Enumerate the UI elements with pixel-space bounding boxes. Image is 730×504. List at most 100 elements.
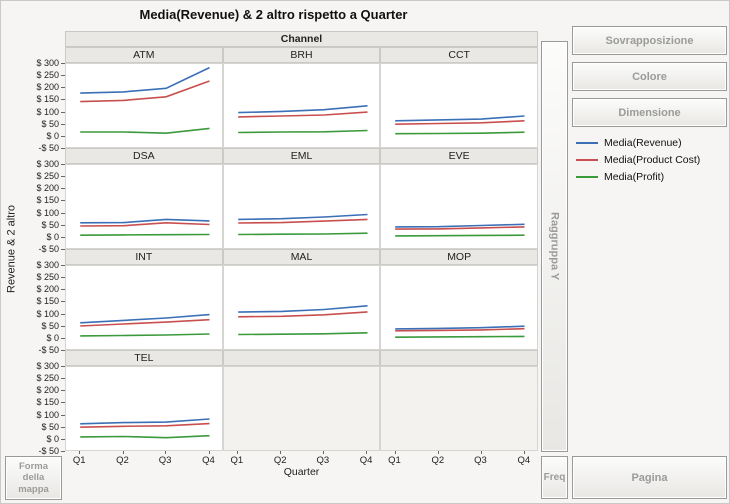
color-dropzone-button[interactable]: Colore	[572, 62, 727, 91]
x-tick-label: Q4	[202, 455, 215, 466]
overlay-dropzone-button[interactable]: Sovrapposizione	[572, 26, 727, 55]
facet-header-empty	[222, 350, 381, 366]
x-tick-label: Q1	[230, 455, 244, 466]
line-revenue	[80, 66, 210, 94]
size-dropzone-button[interactable]: Dimensione	[572, 98, 727, 127]
line-profit	[80, 127, 210, 135]
facet-plot-tel[interactable]	[65, 366, 223, 451]
x-tick-label: Q2	[116, 455, 129, 466]
line-product_cost	[80, 221, 210, 227]
facet-header-mal: MAL	[222, 249, 381, 265]
facet-header-dsa: DSA	[65, 148, 223, 164]
y-tick-mark	[61, 249, 65, 250]
group-y-dropzone[interactable]: Raggruppa Y	[541, 41, 568, 452]
legend-label: Media(Revenue)	[604, 137, 682, 149]
y-tick-label: $ 50	[41, 118, 59, 129]
facet-plot-eml[interactable]	[222, 164, 381, 249]
legend-item[interactable]: Media(Product Cost)	[576, 154, 700, 166]
y-tick-mark	[61, 402, 65, 404]
y-tick-label: $ 300	[36, 361, 59, 371]
facet-plot-eve[interactable]	[380, 164, 538, 249]
line-profit	[237, 332, 368, 336]
x-axis-label: Quarter	[283, 466, 320, 478]
x-tick-label: Q3	[158, 455, 172, 466]
x-tick-mark	[122, 451, 124, 454]
x-tick-mark	[394, 451, 396, 454]
y-tick-mark	[61, 236, 65, 238]
y-tick-mark	[61, 224, 65, 226]
y-tick-label: $ 250	[36, 171, 59, 182]
y-tick-label: -$ 50	[38, 244, 59, 254]
facet-plot-int[interactable]	[65, 265, 223, 350]
line-product_cost	[237, 111, 368, 118]
x-tick-mark	[523, 451, 525, 454]
x-tick-mark	[236, 451, 238, 454]
x-tick-mark	[208, 451, 210, 454]
line-product_cost	[80, 318, 210, 327]
x-tick-mark	[280, 451, 282, 454]
y-tick-label: $ 200	[36, 284, 59, 295]
y-tick-mark	[61, 87, 65, 89]
x-tick-label: Q1	[388, 455, 401, 466]
line-revenue	[80, 418, 210, 425]
facet-header-atm: ATM	[65, 47, 223, 63]
y-tick-mark	[61, 366, 65, 367]
y-tick-mark	[61, 414, 65, 416]
y-tick-label: $ 100	[36, 409, 59, 420]
x-tick-label: Q1	[72, 455, 86, 466]
y-tick-label: $ 50	[41, 421, 59, 432]
legend-line-swatch	[576, 159, 598, 161]
facet-plot-mop[interactable]	[380, 265, 538, 350]
line-product_cost	[80, 80, 210, 103]
y-tick-mark	[61, 265, 65, 266]
freq-dropzone[interactable]: Freq	[541, 456, 568, 499]
y-tick-label: $ 50	[41, 320, 59, 331]
y-tick-label: -$ 50	[38, 446, 59, 456]
y-tick-label: $ 0	[46, 130, 59, 141]
y-tick-mark	[61, 63, 65, 64]
y-tick-label: $ 200	[36, 82, 59, 93]
y-tick-mark	[61, 148, 65, 149]
x-tick-label: Q3	[474, 455, 487, 466]
y-tick-label: $ 300	[36, 58, 59, 68]
y-tick-mark	[61, 350, 65, 351]
y-tick-mark	[61, 111, 65, 113]
line-profit	[237, 232, 368, 236]
line-product_cost	[395, 226, 525, 230]
facet-plot-mal[interactable]	[222, 265, 381, 350]
line-revenue	[80, 313, 210, 324]
y-tick-mark	[61, 313, 65, 315]
x-tick-mark	[366, 451, 368, 454]
y-tick-mark	[61, 188, 65, 190]
facet-grid: ATM BRH CCT DSA EML EVE INT MAL MOP TEL $ 300 $ 250…	[1, 47, 566, 477]
y-tick-mark	[61, 426, 65, 428]
line-revenue	[80, 218, 210, 224]
legend-item[interactable]: Media(Profit)	[576, 171, 700, 183]
facet-plot-atm[interactable]	[65, 63, 223, 148]
facet-plot-cct[interactable]	[380, 63, 538, 148]
y-tick-label: $ 300	[36, 260, 59, 270]
legend-line-swatch	[576, 142, 598, 144]
y-tick-label: $ 100	[36, 207, 59, 218]
line-product_cost	[395, 120, 525, 125]
facet-header-eml: EML	[222, 148, 381, 164]
x-tick-mark	[165, 451, 167, 454]
y-tick-mark	[61, 212, 65, 214]
facet-header-tel: TEL	[65, 350, 223, 366]
y-tick-mark	[61, 451, 65, 452]
y-tick-label: $ 0	[46, 332, 59, 343]
map-shape-dropzone[interactable]: Forma della mappa	[5, 456, 62, 500]
facet-plot-dsa[interactable]	[65, 164, 223, 249]
y-tick-label: $ 0	[46, 433, 59, 444]
y-tick-mark	[61, 337, 65, 339]
y-tick-mark	[61, 289, 65, 291]
facet-header-mop: MOP	[380, 249, 538, 265]
facet-plot-brh[interactable]	[222, 63, 381, 148]
x-tick-mark	[322, 451, 324, 454]
legend-item[interactable]: Media(Revenue)	[576, 137, 700, 149]
x-tick-mark	[437, 451, 439, 454]
line-profit	[80, 434, 210, 439]
x-tick-label: Q2	[273, 455, 287, 466]
page-dropzone[interactable]: Pagina	[572, 456, 727, 499]
